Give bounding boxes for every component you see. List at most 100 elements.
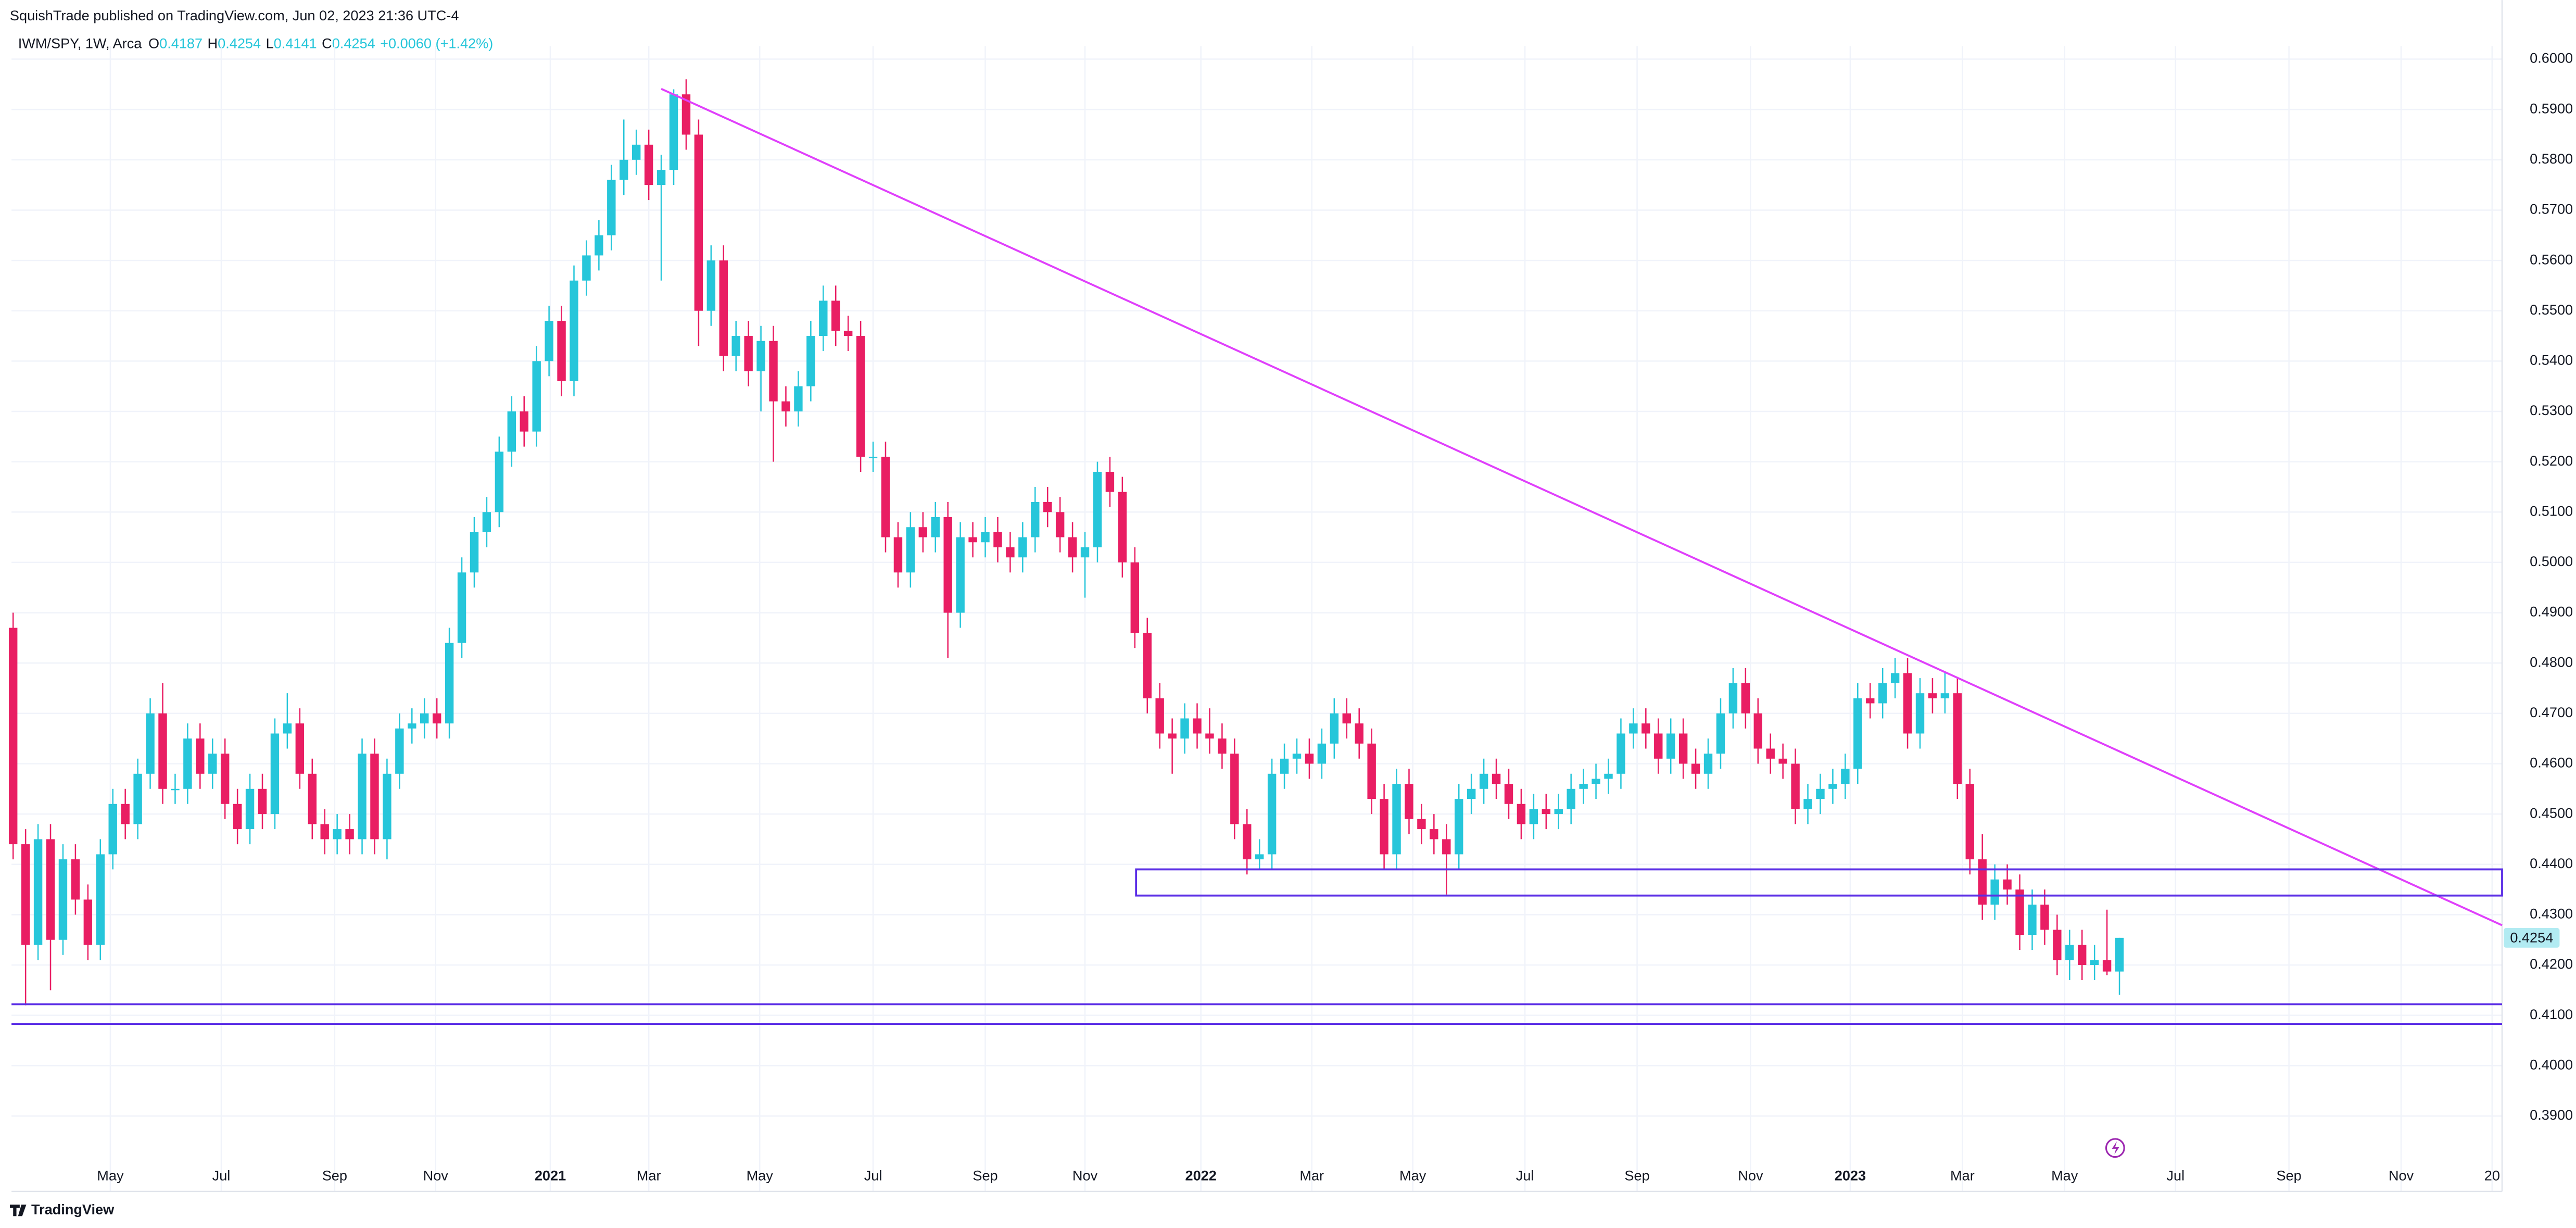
candle-body (1280, 758, 1289, 774)
candle-body (171, 788, 180, 791)
candle-body (1430, 829, 1438, 839)
y-tick-label: 0.5100 (2530, 503, 2573, 519)
candle-body (1579, 784, 1588, 789)
x-tick-label: 2021 (535, 1168, 566, 1184)
candle-body (1180, 718, 1189, 739)
candle-body (1915, 693, 1925, 734)
candle-body (133, 773, 142, 824)
trend-line (661, 87, 2503, 926)
candle-body (1728, 683, 1738, 713)
candle-body (1791, 763, 1800, 809)
alert-icon (2105, 1138, 2125, 1158)
candle-body (233, 804, 242, 830)
candle-body (868, 456, 878, 458)
candle-body (295, 723, 305, 774)
candle-body (1965, 784, 1974, 860)
candle-body (1853, 698, 1862, 769)
candle-body (146, 713, 155, 774)
symbol-legend: IWM/SPY, 1W, Arca O0.4187 H0.4254 L0.4141 C0… (18, 35, 494, 51)
candle-body (1118, 492, 1127, 562)
candle-body (2115, 937, 2124, 972)
candle-body (1267, 773, 1277, 855)
candle-body (1018, 537, 1027, 558)
candle-body (432, 713, 441, 724)
candle-body (1055, 512, 1065, 537)
candle-body (656, 170, 666, 185)
x-tick-label: Sep (1624, 1168, 1649, 1184)
candle-body (1006, 547, 1015, 558)
price-tag-label: 0.4254 (2510, 930, 2553, 946)
candle-body (283, 723, 292, 734)
candle-body (819, 300, 828, 336)
candle-body (1243, 824, 1252, 860)
y-tick-label: 0.4800 (2530, 654, 2573, 670)
candle-body (1617, 733, 1625, 774)
candle-body (1093, 471, 1102, 547)
candle-body (1542, 809, 1551, 815)
y-tick-label: 0.4700 (2530, 704, 2573, 720)
y-tick-label: 0.5600 (2530, 251, 2573, 267)
candle-body (220, 754, 230, 804)
candle-body (71, 859, 80, 900)
candle-body (856, 336, 865, 457)
candle-body (1218, 738, 1227, 754)
candle-body (1604, 773, 1613, 779)
y-tick-label: 0.4300 (2530, 906, 2573, 922)
candle-body (1467, 788, 1476, 799)
candle-body (843, 331, 853, 336)
candle-body (1492, 773, 1501, 784)
candle-body (931, 517, 940, 537)
x-tick-label: May (97, 1168, 124, 1184)
candle-body (731, 336, 740, 356)
candle-body (1143, 633, 1152, 698)
candle-body (1105, 471, 1115, 492)
candle-body (1654, 733, 1663, 759)
candle-body (545, 321, 553, 361)
candle-body (1317, 743, 1327, 764)
candle-body (2015, 889, 2024, 935)
candle-body (1043, 502, 1052, 512)
candle-body (1392, 784, 1401, 855)
x-tick-label: Jul (1516, 1168, 1534, 1184)
candle-body (395, 728, 404, 774)
candle-body (96, 854, 105, 945)
x-tick-label: Sep (2276, 1168, 2301, 1184)
candle-body (681, 94, 691, 135)
candle-body (2003, 879, 2012, 890)
candle-body (1342, 713, 1351, 724)
y-tick-label: 0.4900 (2530, 604, 2573, 620)
candle-body (1130, 562, 1139, 633)
candle-body (1417, 819, 1426, 830)
legend-change: +0.0060 (+1.42%) (380, 35, 493, 51)
legend-key: L (266, 35, 274, 51)
candle-body (1305, 754, 1314, 764)
candle-body (183, 738, 192, 789)
candle-body (2040, 905, 2049, 930)
y-tick-label: 0.4100 (2530, 1006, 2573, 1022)
candle-body (956, 537, 965, 613)
candle-body (918, 527, 928, 537)
legend-key: H (208, 35, 218, 51)
candle-body (1255, 854, 1264, 860)
x-tick-label: Sep (322, 1168, 347, 1184)
y-tick-label: 0.4500 (2530, 805, 2573, 821)
candle-body (333, 829, 342, 839)
candle-body (420, 713, 429, 724)
candle-body (21, 844, 30, 945)
candle-body (1778, 758, 1787, 764)
candle-body (831, 300, 840, 331)
y-tick-label: 0.5900 (2530, 100, 2573, 116)
candle-body (358, 754, 367, 839)
x-tick-label: May (1399, 1168, 1426, 1184)
candle-body (1703, 754, 1713, 774)
legend-value: 0.4141 (274, 35, 317, 51)
candle-body (1716, 713, 1725, 754)
candle-body (507, 411, 516, 452)
candle-body (694, 134, 703, 311)
x-tick-label: 2022 (1185, 1168, 1217, 1184)
candle-body (706, 260, 716, 311)
candle-body (83, 899, 93, 945)
candle-body (208, 754, 217, 774)
candle-body (33, 839, 43, 945)
candle-body (1193, 718, 1202, 734)
